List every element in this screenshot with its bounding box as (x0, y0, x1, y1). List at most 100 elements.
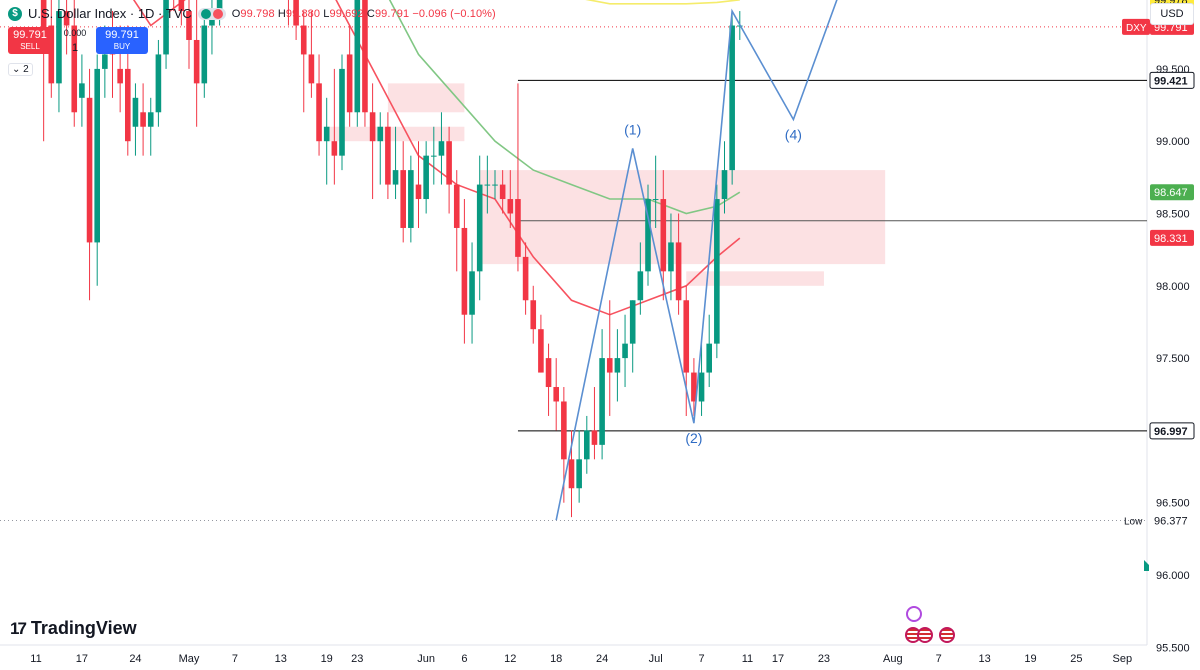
candle-body (453, 184, 460, 228)
time-tick-label: Jun (417, 653, 435, 665)
spread-box: 0.000 1 (56, 27, 94, 54)
data-delay-icon (212, 8, 223, 19)
sell-price: 99.791 (13, 29, 47, 41)
candle-body (423, 155, 429, 200)
candle-body (637, 271, 644, 301)
candle-body (86, 97, 93, 243)
wave-label: (1) (624, 121, 641, 137)
candle-body (331, 141, 338, 156)
candle-body (645, 199, 651, 272)
market-open-icon (200, 8, 211, 19)
time-tick-label: Jul (649, 653, 663, 665)
time-tick-label: 13 (275, 653, 287, 665)
price-tag-prefix: DXY (1126, 23, 1147, 34)
supply-zone (387, 83, 465, 113)
status-pill[interactable] (197, 7, 226, 20)
candle-body (721, 170, 728, 200)
price-tick-label: 96.500 (1156, 498, 1190, 510)
candle-body (178, 0, 185, 12)
price-tag (1150, 512, 1194, 529)
buy-button[interactable]: 99.791 BUY (96, 27, 148, 54)
supply-zone (686, 271, 824, 286)
candle-body (79, 83, 85, 98)
candle-body (147, 112, 154, 127)
candle-body (56, 11, 62, 84)
time-tick-label: 18 (550, 653, 562, 665)
time-tick-label: 25 (1070, 653, 1082, 665)
candle-body (507, 199, 514, 214)
candle-body (48, 25, 55, 84)
candle-body (431, 155, 437, 157)
currency-button[interactable]: USD (1150, 3, 1194, 25)
price-tag-label: 99.421 (1154, 75, 1188, 87)
time-tick-label: 19 (321, 653, 333, 665)
indicator-collapse-button[interactable]: ⌄ 2 (8, 63, 33, 76)
buy-label: BUY (113, 42, 131, 51)
spread-value: 0.000 (63, 28, 87, 38)
time-tick-label: 12 (504, 653, 516, 665)
candle-body (140, 112, 146, 127)
candle-body (438, 141, 445, 156)
scroll-to-realtime-icon (1144, 560, 1149, 571)
sell-button[interactable]: 99.791 SELL (8, 27, 52, 54)
candle-body (186, 11, 192, 40)
time-tick-label: 7 (698, 653, 704, 665)
us-flag-icon[interactable] (939, 627, 955, 643)
candle-body (683, 300, 690, 373)
price-tick-label: 98.500 (1156, 209, 1190, 221)
brand-name: TradingView (30, 618, 137, 638)
candle-body (576, 459, 582, 489)
time-tick-label: 24 (596, 653, 608, 665)
candle-body (599, 358, 605, 445)
candle-body (71, 25, 78, 113)
candle-body (400, 170, 406, 228)
candle-body (530, 300, 537, 330)
candle-body (538, 329, 544, 373)
order-quantity[interactable]: 1 (71, 42, 79, 54)
time-tick-label: Aug (883, 653, 903, 665)
price-tick-label: 97.500 (1156, 353, 1190, 365)
candle-body (698, 372, 705, 402)
candle-body (675, 242, 682, 301)
symbol-title[interactable]: U.S. Dollar Index · 1D · TVC (28, 6, 192, 21)
candle-body (201, 25, 208, 84)
symbol-tag (1122, 18, 1150, 35)
candle-body (629, 300, 636, 344)
candle-body (155, 54, 162, 113)
sell-label: SELL (20, 42, 40, 51)
candle-body (553, 387, 559, 402)
dollar-symbol-icon: $ (8, 6, 22, 21)
candle-body (729, 25, 735, 171)
candle-body (691, 372, 697, 402)
time-tick-label: 6 (461, 653, 467, 665)
price-tick-label: 96.000 (1156, 570, 1190, 582)
purple-event-icon[interactable] (906, 606, 922, 622)
wave-label: (4) (785, 127, 802, 143)
time-tick-label: 23 (818, 653, 830, 665)
time-tick-label: 17 (76, 653, 88, 665)
time-tick-label: 13 (978, 653, 990, 665)
candle-body (492, 184, 498, 186)
candle-body (476, 184, 483, 272)
price-tag-label: 96.377 (1154, 515, 1188, 527)
time-tick-label: 7 (232, 653, 238, 665)
candle-body (614, 358, 621, 373)
candle-body (63, 11, 70, 26)
candle-body (125, 68, 131, 142)
candle-body (300, 25, 307, 55)
candle-body (499, 184, 506, 200)
buy-price: 99.791 (105, 29, 139, 41)
candle-body (561, 401, 567, 460)
candle-body (668, 242, 674, 272)
tradingview-logo: 17 TradingView (10, 618, 137, 639)
candle-body (377, 126, 384, 142)
us-flag-icon[interactable] (917, 627, 933, 643)
candle-body (102, 54, 108, 69)
time-tick-label: 11 (30, 653, 41, 665)
candle-body (193, 39, 200, 84)
candle-body (392, 170, 399, 185)
candle-body (469, 271, 475, 315)
price-tick-label: 98.000 (1156, 281, 1190, 293)
